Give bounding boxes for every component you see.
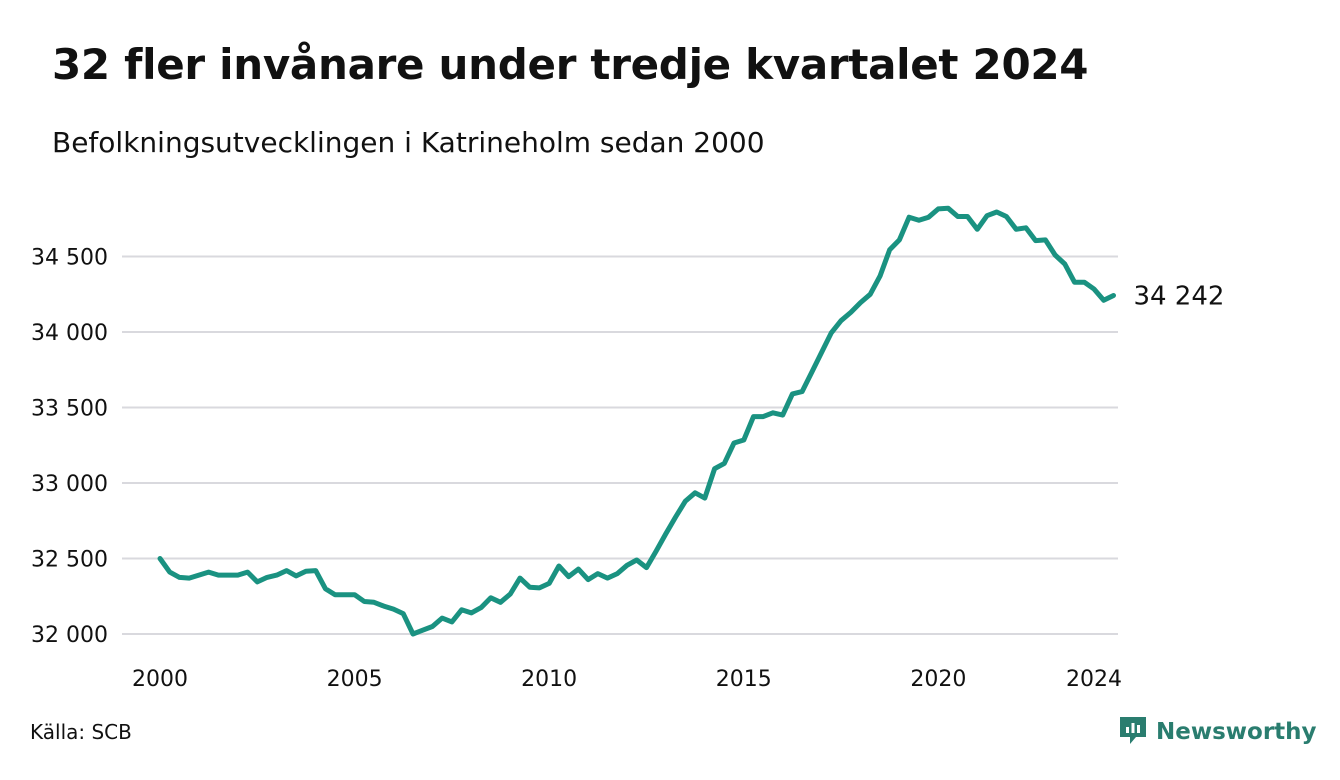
brand-name: Newsworthy xyxy=(1156,719,1317,745)
chart-title: 32 fler invånare under tredje kvartalet … xyxy=(52,40,1089,89)
x-tick-label: 2015 xyxy=(716,667,772,692)
y-tick-label: 34 000 xyxy=(31,321,108,346)
gridlines xyxy=(122,255,1118,635)
population-series-line xyxy=(157,205,1116,637)
newsworthy-brand: Newsworthy xyxy=(1118,714,1317,750)
y-tick-label: 33 000 xyxy=(31,472,108,497)
y-axis-ticks: 32 000 32 500 33 000 33 500 34 000 34 500 xyxy=(31,246,108,649)
x-tick-label: 2020 xyxy=(910,667,966,692)
x-tick-label: 2010 xyxy=(521,667,577,692)
y-tick-label: 34 500 xyxy=(31,246,108,271)
chart-subtitle: Befolkningsutvecklingen i Katrineholm se… xyxy=(52,126,765,159)
y-tick-label: 33 500 xyxy=(31,397,108,422)
x-axis-ticks: 2000 2005 2010 2015 2020 2024 xyxy=(132,667,1122,692)
y-tick-label: 32 500 xyxy=(31,548,108,573)
end-value-label: 34 242 xyxy=(1133,281,1224,311)
x-tick-label: 2000 xyxy=(132,667,188,692)
population-line-chart: 32 000 32 500 33 000 33 500 34 000 34 500 200… xyxy=(31,205,1224,692)
newsworthy-logo-icon xyxy=(1118,714,1148,750)
y-tick-label: 32 000 xyxy=(31,623,108,648)
x-tick-label: 2005 xyxy=(327,667,383,692)
x-tick-label: 2024 xyxy=(1066,667,1122,692)
source-label: Källa: SCB xyxy=(30,720,132,744)
